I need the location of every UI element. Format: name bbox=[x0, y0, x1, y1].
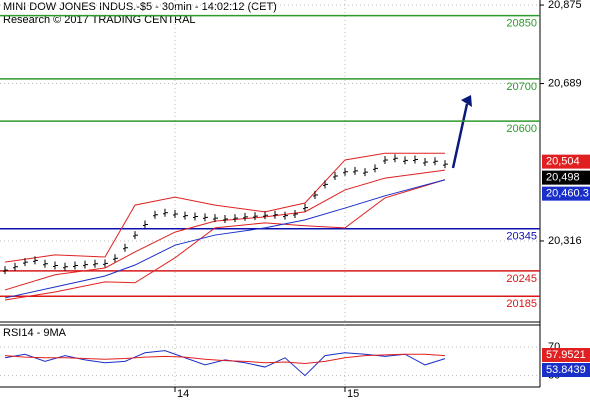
y-tick-label: 20,316 bbox=[548, 235, 582, 247]
overlay-line bbox=[4, 179, 446, 301]
price-bar bbox=[193, 212, 198, 221]
price-bar bbox=[333, 171, 338, 180]
x-tick-label: 14 bbox=[177, 388, 189, 400]
price-bar bbox=[393, 154, 398, 163]
price-bar bbox=[213, 214, 218, 223]
chart-subtitle: Research © 2017 TRADING CENTRAL bbox=[3, 14, 196, 26]
chart-title: MINI DOW JONES INDUS.-$5 - 30min - 14:02… bbox=[3, 1, 277, 13]
price-bar bbox=[363, 168, 368, 177]
rsi-title: RSI14 - 9MA bbox=[3, 327, 67, 339]
price-bar bbox=[13, 262, 18, 271]
price-bar bbox=[53, 261, 58, 270]
forecast-arrow-head bbox=[461, 95, 472, 107]
price-bar bbox=[183, 211, 188, 220]
price-bar bbox=[133, 231, 138, 240]
price-bar bbox=[33, 256, 38, 265]
price-label-box bbox=[542, 170, 590, 185]
level-label: 20600 bbox=[506, 123, 537, 135]
price-bar bbox=[73, 261, 78, 270]
level-label: 20850 bbox=[506, 18, 537, 30]
price-label-box bbox=[542, 154, 590, 169]
price-bar bbox=[113, 254, 118, 263]
price-bar bbox=[443, 160, 448, 169]
overlay-line bbox=[4, 152, 445, 263]
price-bar bbox=[223, 215, 228, 224]
price-bar bbox=[83, 260, 88, 269]
level-label: 20700 bbox=[506, 81, 537, 93]
price-label-box bbox=[542, 186, 590, 201]
price-bar bbox=[303, 203, 308, 212]
price-bar bbox=[43, 259, 48, 268]
price-bar bbox=[373, 164, 378, 173]
level-label: 20245 bbox=[506, 273, 537, 285]
price-bar bbox=[243, 212, 248, 221]
price-bar bbox=[153, 210, 158, 219]
price-bar bbox=[203, 213, 208, 222]
price-bar bbox=[403, 156, 408, 165]
price-bar bbox=[343, 167, 348, 176]
price-bar bbox=[353, 166, 358, 175]
level-label: 20345 bbox=[506, 231, 537, 243]
price-label: 20,460.3 bbox=[546, 188, 589, 200]
price-bar bbox=[233, 214, 238, 223]
price-bar bbox=[123, 243, 128, 252]
price-bar bbox=[253, 212, 258, 221]
rsi-label-box bbox=[542, 363, 590, 377]
price-bar bbox=[103, 259, 108, 268]
price-bar bbox=[3, 266, 8, 275]
price-bar bbox=[323, 180, 328, 189]
y-tick-label: 20,689 bbox=[548, 77, 582, 89]
x-tick-label: 15 bbox=[347, 388, 359, 400]
price-bar bbox=[383, 155, 388, 164]
price-bar bbox=[93, 259, 98, 268]
price-label: 20,498 bbox=[546, 172, 580, 184]
price-bar bbox=[273, 210, 278, 219]
price-bar bbox=[63, 262, 68, 271]
price-label: 20,504 bbox=[546, 156, 580, 168]
price-bar bbox=[173, 209, 178, 218]
price-bar bbox=[313, 190, 318, 199]
price-bar bbox=[283, 211, 288, 220]
price-bar bbox=[413, 155, 418, 164]
price-bar bbox=[423, 158, 428, 167]
y-tick-label: 20,875 bbox=[548, 0, 582, 11]
level-label: 20185 bbox=[506, 298, 537, 310]
price-bar bbox=[293, 209, 298, 218]
price-bar bbox=[23, 258, 28, 267]
forecast-arrow bbox=[451, 103, 469, 169]
rsi-label: 53.8439 bbox=[546, 364, 586, 376]
rsi-line bbox=[4, 353, 446, 364]
rsi-label-box bbox=[542, 348, 590, 362]
price-bar bbox=[143, 220, 148, 229]
overlay-line bbox=[4, 179, 446, 299]
price-bar bbox=[433, 157, 438, 166]
price-bar bbox=[163, 208, 168, 217]
price-bar bbox=[263, 211, 268, 220]
rsi-label: 57.9521 bbox=[546, 349, 586, 361]
